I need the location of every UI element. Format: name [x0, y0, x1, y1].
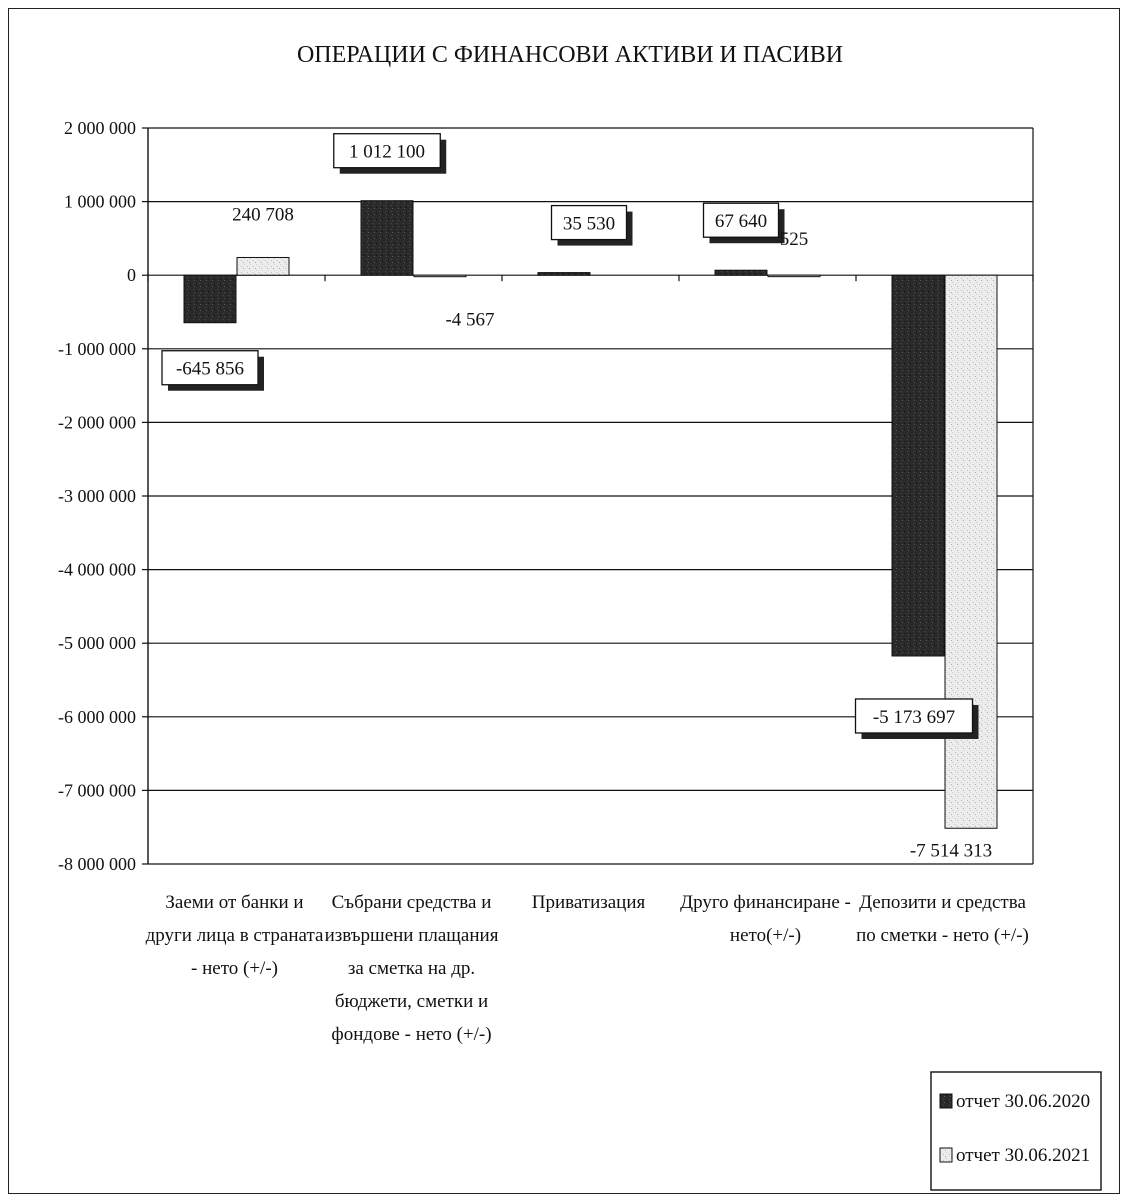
- data-label-2020-1-box: [333, 133, 441, 169]
- bar-2021-0: [236, 256, 290, 276]
- category-label-2: Приватизация: [532, 892, 646, 913]
- y-tick-label: 1 000 000: [64, 192, 136, 212]
- legend-swatch-0: [939, 1093, 953, 1109]
- data-label-2020-4-box: [854, 698, 974, 734]
- legend-label-0: отчет 30.06.2020: [956, 1091, 1090, 1112]
- y-tick-label: -1 000 000: [58, 339, 136, 359]
- gridlines: [147, 127, 1034, 865]
- y-tick-label: -4 000 000: [58, 560, 136, 580]
- data-labels: -645 856 1 012 100 35 530 67 640 -5 173 697 2…: [161, 133, 992, 861]
- bar-2021-4: [944, 274, 998, 829]
- data-label-2021-1: -4 567: [445, 310, 494, 331]
- category-label-0: други лица в страната: [146, 925, 324, 946]
- data-label-2020-4: -5 173 697: [873, 707, 955, 728]
- data-label-2021-0: 240 708: [232, 204, 294, 225]
- data-label-2021-4: -7 514 313: [910, 840, 992, 861]
- y-tick-label: -8 000 000: [58, 854, 136, 874]
- legend-box: [930, 1071, 1102, 1191]
- y-tick-label: -7 000 000: [58, 780, 136, 800]
- legend-swatch-1: [939, 1147, 953, 1163]
- y-tick-label: 2 000 000: [64, 118, 136, 138]
- data-label-2021-3: 525: [780, 229, 809, 250]
- category-label-1: извършени плащания: [325, 925, 499, 946]
- chart-title: ОПЕРАЦИИ С ФИНАНСОВИ АКТИВИ И ПАСИВИ: [297, 42, 843, 68]
- data-label-2020-0-box: [161, 350, 259, 386]
- y-tick-label: 0: [127, 265, 136, 285]
- bar-2020-4: [891, 274, 945, 657]
- bar-2020-0: [183, 274, 237, 324]
- bar-2021-3: [767, 274, 821, 278]
- category-label-1: Събрани средства и: [332, 892, 492, 913]
- y-tick-label: -5 000 000: [58, 633, 136, 653]
- bar-2020-1: [360, 200, 414, 276]
- category-label-1: бюджети, сметки и: [335, 991, 488, 1012]
- bar-2020-2: [537, 272, 591, 276]
- data-label-2020-3: 67 640: [715, 211, 767, 232]
- bar-2020-3: [714, 269, 768, 276]
- category-label-4: по сметки - нето (+/-): [856, 925, 1029, 946]
- x-axis-categories: Заеми от банки и други лица в страната - н…: [146, 892, 1029, 1045]
- data-label-2020-2: 35 530: [563, 214, 615, 235]
- category-label-3: Друго финансиране -: [680, 892, 851, 913]
- category-label-0: - нето (+/-): [191, 958, 278, 979]
- y-axis: 2 000 000 1 000 000 0 -1 000 000 -2 000 000 -…: [58, 118, 1034, 874]
- category-label-1: фондове - нето (+/-): [331, 1024, 491, 1045]
- bars: [183, 200, 998, 829]
- bar-2021-1: [413, 274, 467, 278]
- category-label-3: нето(+/-): [730, 925, 801, 946]
- category-label-1: за сметка на др.: [348, 958, 475, 979]
- data-label-2020-3-box: [702, 202, 780, 238]
- y-tick-label: -6 000 000: [58, 707, 136, 727]
- y-tick-label: -2 000 000: [58, 412, 136, 432]
- legend-label-1: отчет 30.06.2021: [956, 1145, 1090, 1166]
- data-label-2020-1: 1 012 100: [349, 142, 425, 163]
- data-label-2020-2-box: [550, 204, 628, 241]
- category-label-4: Депозити и средства: [859, 892, 1026, 913]
- legend: отчет 30.06.2020 отчет 30.06.2021: [930, 1071, 1102, 1191]
- y-tick-label: -3 000 000: [58, 486, 136, 506]
- data-label-2020-0: -645 856: [176, 359, 244, 380]
- category-label-0: Заеми от банки и: [165, 892, 303, 913]
